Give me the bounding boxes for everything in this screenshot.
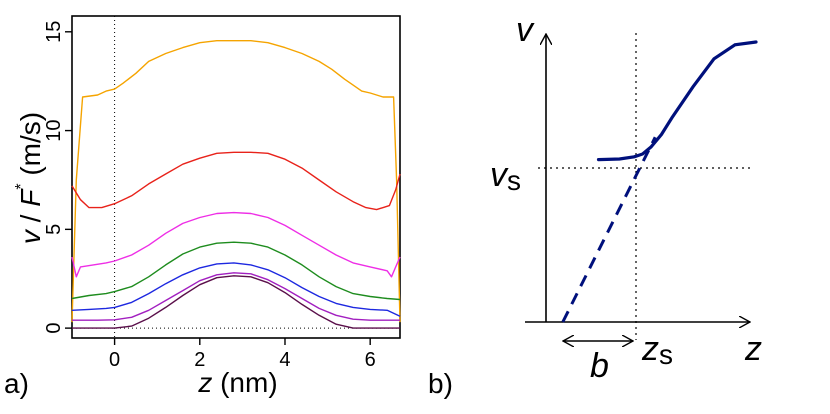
panel-b-label: b)	[428, 368, 453, 399]
x-axis-label: z (nm)	[197, 367, 277, 398]
z-axis-label: z	[744, 330, 762, 368]
y-tick-label: 5	[43, 224, 65, 235]
y-tick-label: 10	[43, 119, 65, 141]
slip-length-label: b	[590, 347, 609, 385]
v-axis-label: v	[516, 11, 535, 49]
panel-a-chart: 0 2 4 6 0 5 10 15 z (nm) v / F* (m/s) a)	[4, 15, 401, 399]
series-green-line	[71, 241, 401, 301]
y-axis-label: v / F* (m/s)	[13, 112, 46, 244]
x-ticks: 0 2 4 6	[109, 338, 376, 371]
series-orange-line	[71, 40, 401, 323]
y-ticks: 0 5 10 15	[43, 21, 72, 334]
panel-b-diagram: v z vs zs b b)	[428, 11, 762, 399]
plot-frame	[71, 15, 401, 339]
velocity-profile-curve	[596, 40, 758, 162]
vs-label: vs	[490, 156, 521, 196]
panel-a-label: a)	[4, 368, 29, 399]
x-tick-label: 4	[279, 349, 290, 371]
series-red-line	[71, 151, 401, 211]
reference-lines	[72, 16, 400, 338]
series-group	[71, 40, 401, 329]
series-purple-line	[72, 272, 400, 321]
extrapolation-line	[561, 136, 657, 323]
series-magenta-line	[71, 211, 401, 278]
series-blue-line	[71, 262, 401, 317]
y-tick-label: 15	[43, 21, 65, 43]
x-tick-label: 0	[109, 349, 120, 371]
y-tick-label: 0	[43, 323, 65, 334]
zs-label: zs	[641, 330, 673, 370]
series-dark-purple-line	[72, 275, 400, 329]
x-tick-label: 6	[365, 349, 376, 371]
x-tick-label: 2	[194, 349, 205, 371]
